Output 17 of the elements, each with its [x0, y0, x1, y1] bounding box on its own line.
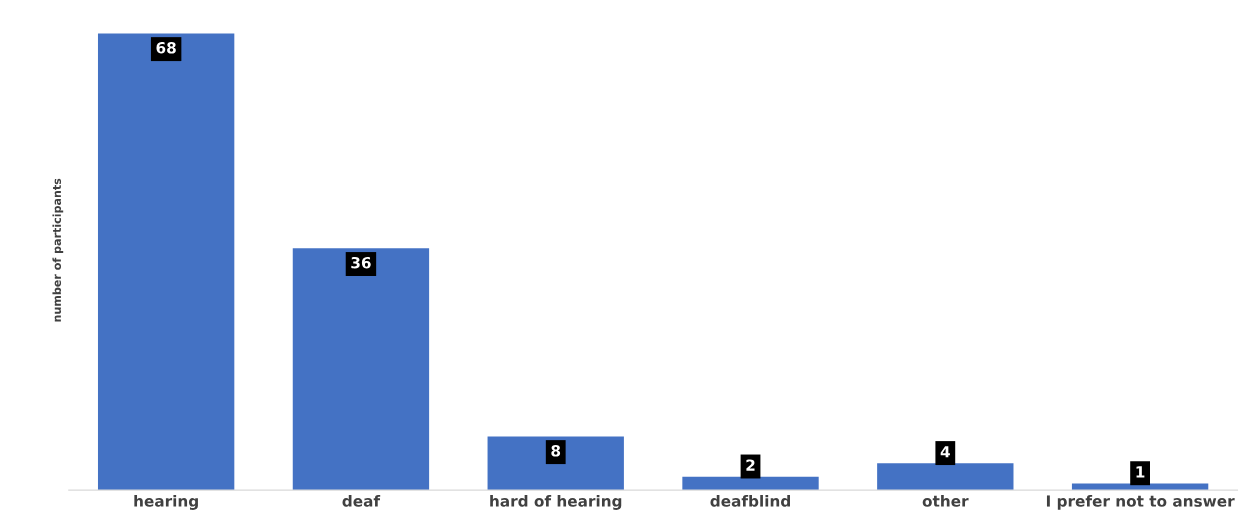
x-tick-label: I prefer not to answer — [1046, 494, 1235, 510]
x-tick-label: other — [922, 494, 969, 507]
data-label: 2 — [746, 459, 755, 471]
x-tick-label: hearing — [134, 494, 198, 510]
data-label: 1 — [1136, 466, 1145, 478]
data-label: 8 — [551, 444, 561, 457]
bar — [877, 463, 1014, 491]
x-tick-label: deafblind — [710, 494, 790, 507]
bar — [97, 33, 235, 491]
data-label: 68 — [156, 41, 176, 54]
x-tick-label: hard of hearing — [490, 494, 622, 510]
x-tick-label: deaf — [342, 494, 381, 507]
bar — [292, 248, 430, 491]
y-axis-title: number of participants — [52, 178, 64, 322]
data-label: 4 — [940, 446, 950, 458]
bar — [487, 436, 624, 491]
data-label: 36 — [351, 256, 371, 269]
